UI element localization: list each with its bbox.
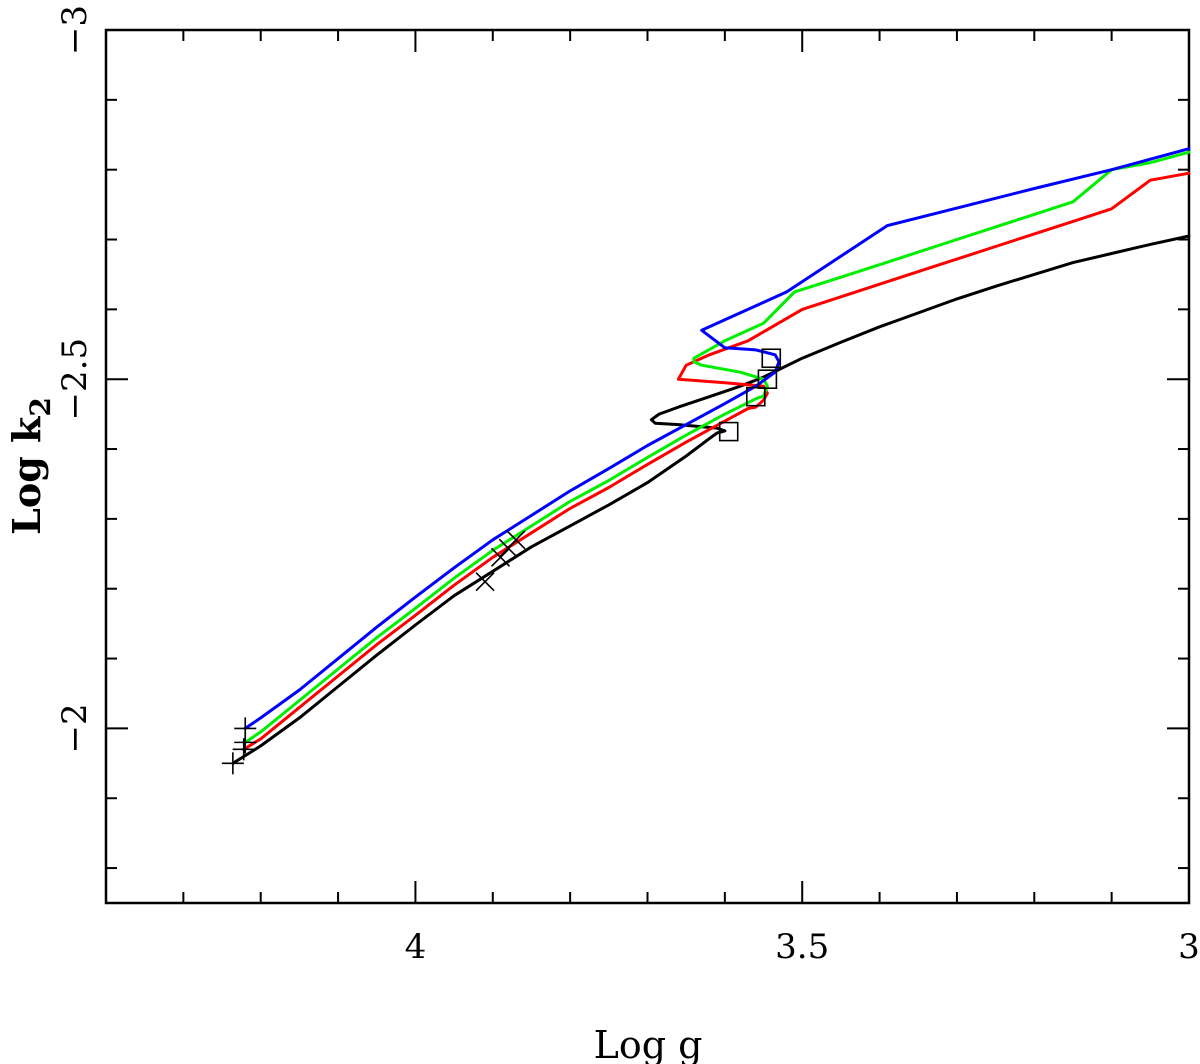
series-line: [231, 234, 1191, 765]
y-axis-label-base: Log k: [4, 416, 49, 535]
cross-marker-b: [506, 530, 526, 550]
y-tick-label-group: −2.5: [55, 338, 95, 421]
square-marker: [757, 369, 778, 390]
y-tick-label: −2.5: [55, 338, 95, 421]
series-line: [243, 150, 1191, 744]
series-line: [243, 147, 1191, 730]
x-tick-label: 4: [405, 927, 427, 967]
cross-marker: [475, 572, 495, 592]
y-tick-label-group: −2: [55, 703, 95, 753]
cross-marker-b: [490, 547, 511, 567]
y-tick-label: −2: [55, 703, 95, 753]
cross-marker-b: [475, 572, 495, 592]
cross-marker: [506, 530, 526, 550]
series-lines: [231, 147, 1191, 765]
cross-marker: [490, 547, 511, 567]
series-line: [242, 171, 1191, 751]
y-axis-label-sub: 2: [24, 397, 57, 416]
axis-ticks: [106, 29, 1190, 903]
square-marker: [718, 421, 739, 442]
x-tick-label: 3.5: [775, 927, 829, 967]
y-tick-label-group: −3: [55, 5, 95, 55]
y-tick-label: −3: [55, 5, 95, 55]
plus-marker: [221, 752, 244, 775]
point-markers: [221, 348, 782, 775]
plot-frame: [104, 28, 1191, 905]
square-marker: [745, 386, 766, 407]
x-tick-label: 3: [1178, 927, 1200, 967]
x-axis-label: Log g: [594, 1023, 703, 1064]
plus-marker: [234, 717, 257, 740]
y-axis-label: Log k2: [4, 397, 57, 535]
svg-text:Log k2: Log k2: [4, 397, 57, 535]
tick-labels: 4 3.5 3 −2 −2.5 −3: [55, 5, 1200, 967]
square-marker: [761, 348, 782, 369]
